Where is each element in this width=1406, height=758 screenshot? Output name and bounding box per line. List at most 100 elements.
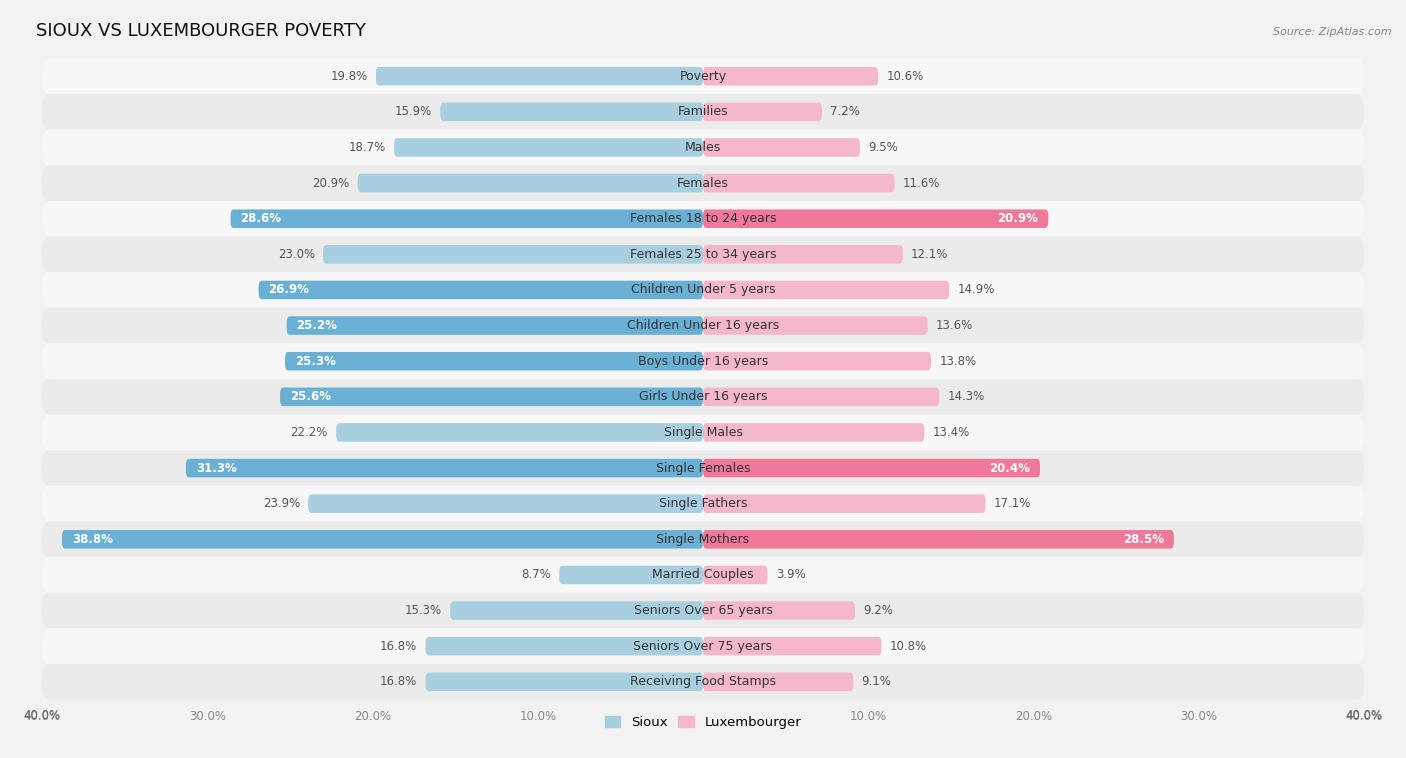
Text: Seniors Over 75 years: Seniors Over 75 years xyxy=(634,640,772,653)
Text: 13.8%: 13.8% xyxy=(939,355,976,368)
FancyBboxPatch shape xyxy=(231,209,703,228)
Text: 40.0%: 40.0% xyxy=(1346,709,1382,722)
FancyBboxPatch shape xyxy=(440,102,703,121)
Text: SIOUX VS LUXEMBOURGER POVERTY: SIOUX VS LUXEMBOURGER POVERTY xyxy=(35,23,366,40)
Text: 14.3%: 14.3% xyxy=(948,390,984,403)
FancyBboxPatch shape xyxy=(703,245,903,264)
Legend: Sioux, Luxembourger: Sioux, Luxembourger xyxy=(599,710,807,735)
Text: 10.8%: 10.8% xyxy=(890,640,927,653)
FancyBboxPatch shape xyxy=(703,494,986,513)
Text: Children Under 16 years: Children Under 16 years xyxy=(627,319,779,332)
Text: 13.6%: 13.6% xyxy=(936,319,973,332)
Text: 12.1%: 12.1% xyxy=(911,248,949,261)
Text: Married Couples: Married Couples xyxy=(652,568,754,581)
FancyBboxPatch shape xyxy=(703,352,931,371)
FancyBboxPatch shape xyxy=(703,280,949,299)
Text: Females: Females xyxy=(678,177,728,190)
Text: 20.4%: 20.4% xyxy=(990,462,1031,475)
Text: Single Fathers: Single Fathers xyxy=(659,497,747,510)
Text: Single Females: Single Females xyxy=(655,462,751,475)
FancyBboxPatch shape xyxy=(323,245,703,264)
Text: 7.2%: 7.2% xyxy=(830,105,860,118)
Text: 3.9%: 3.9% xyxy=(776,568,806,581)
Text: 15.3%: 15.3% xyxy=(405,604,441,617)
FancyBboxPatch shape xyxy=(42,664,1364,700)
FancyBboxPatch shape xyxy=(336,423,703,442)
FancyBboxPatch shape xyxy=(186,459,703,478)
FancyBboxPatch shape xyxy=(42,343,1364,379)
FancyBboxPatch shape xyxy=(703,387,939,406)
FancyBboxPatch shape xyxy=(42,236,1364,272)
FancyBboxPatch shape xyxy=(42,130,1364,165)
FancyBboxPatch shape xyxy=(42,165,1364,201)
Text: Males: Males xyxy=(685,141,721,154)
FancyBboxPatch shape xyxy=(560,565,703,584)
Text: 38.8%: 38.8% xyxy=(72,533,112,546)
FancyBboxPatch shape xyxy=(308,494,703,513)
FancyBboxPatch shape xyxy=(42,272,1364,308)
FancyBboxPatch shape xyxy=(42,522,1364,557)
Text: 25.6%: 25.6% xyxy=(290,390,330,403)
Text: 26.9%: 26.9% xyxy=(269,283,309,296)
FancyBboxPatch shape xyxy=(42,201,1364,236)
FancyBboxPatch shape xyxy=(280,387,703,406)
Text: 17.1%: 17.1% xyxy=(994,497,1031,510)
FancyBboxPatch shape xyxy=(703,174,894,193)
Text: 11.6%: 11.6% xyxy=(903,177,941,190)
FancyBboxPatch shape xyxy=(287,316,703,335)
Text: 15.9%: 15.9% xyxy=(395,105,432,118)
FancyBboxPatch shape xyxy=(42,557,1364,593)
FancyBboxPatch shape xyxy=(42,379,1364,415)
FancyBboxPatch shape xyxy=(42,58,1364,94)
Text: Source: ZipAtlas.com: Source: ZipAtlas.com xyxy=(1274,27,1392,36)
Text: 8.7%: 8.7% xyxy=(522,568,551,581)
Text: 16.8%: 16.8% xyxy=(380,640,418,653)
Text: 19.8%: 19.8% xyxy=(330,70,367,83)
Text: Females 18 to 24 years: Females 18 to 24 years xyxy=(630,212,776,225)
Text: Children Under 5 years: Children Under 5 years xyxy=(631,283,775,296)
Text: 20.9%: 20.9% xyxy=(312,177,350,190)
FancyBboxPatch shape xyxy=(703,565,768,584)
Text: 28.6%: 28.6% xyxy=(240,212,281,225)
Text: Single Mothers: Single Mothers xyxy=(657,533,749,546)
Text: 20.9%: 20.9% xyxy=(997,212,1039,225)
FancyBboxPatch shape xyxy=(62,530,703,549)
FancyBboxPatch shape xyxy=(42,628,1364,664)
Text: Boys Under 16 years: Boys Under 16 years xyxy=(638,355,768,368)
Text: 9.2%: 9.2% xyxy=(863,604,893,617)
FancyBboxPatch shape xyxy=(42,308,1364,343)
Text: Families: Families xyxy=(678,105,728,118)
FancyBboxPatch shape xyxy=(42,593,1364,628)
FancyBboxPatch shape xyxy=(259,280,703,299)
FancyBboxPatch shape xyxy=(703,530,1174,549)
Text: Girls Under 16 years: Girls Under 16 years xyxy=(638,390,768,403)
Text: Seniors Over 65 years: Seniors Over 65 years xyxy=(634,604,772,617)
FancyBboxPatch shape xyxy=(450,601,703,620)
Text: 16.8%: 16.8% xyxy=(380,675,418,688)
FancyBboxPatch shape xyxy=(357,174,703,193)
FancyBboxPatch shape xyxy=(426,637,703,656)
FancyBboxPatch shape xyxy=(285,352,703,371)
FancyBboxPatch shape xyxy=(426,672,703,691)
FancyBboxPatch shape xyxy=(42,486,1364,522)
Text: 10.6%: 10.6% xyxy=(886,70,924,83)
FancyBboxPatch shape xyxy=(703,67,879,86)
FancyBboxPatch shape xyxy=(42,450,1364,486)
Text: 22.2%: 22.2% xyxy=(291,426,328,439)
Text: 40.0%: 40.0% xyxy=(24,709,60,722)
Text: 25.2%: 25.2% xyxy=(297,319,337,332)
FancyBboxPatch shape xyxy=(42,94,1364,130)
Text: 9.1%: 9.1% xyxy=(862,675,891,688)
FancyBboxPatch shape xyxy=(703,459,1040,478)
Text: Receiving Food Stamps: Receiving Food Stamps xyxy=(630,675,776,688)
FancyBboxPatch shape xyxy=(375,67,703,86)
Text: 23.9%: 23.9% xyxy=(263,497,299,510)
Text: Poverty: Poverty xyxy=(679,70,727,83)
Text: Females 25 to 34 years: Females 25 to 34 years xyxy=(630,248,776,261)
Text: 23.0%: 23.0% xyxy=(277,248,315,261)
Text: 25.3%: 25.3% xyxy=(295,355,336,368)
FancyBboxPatch shape xyxy=(703,209,1049,228)
FancyBboxPatch shape xyxy=(703,423,924,442)
FancyBboxPatch shape xyxy=(703,102,823,121)
Text: Single Males: Single Males xyxy=(664,426,742,439)
